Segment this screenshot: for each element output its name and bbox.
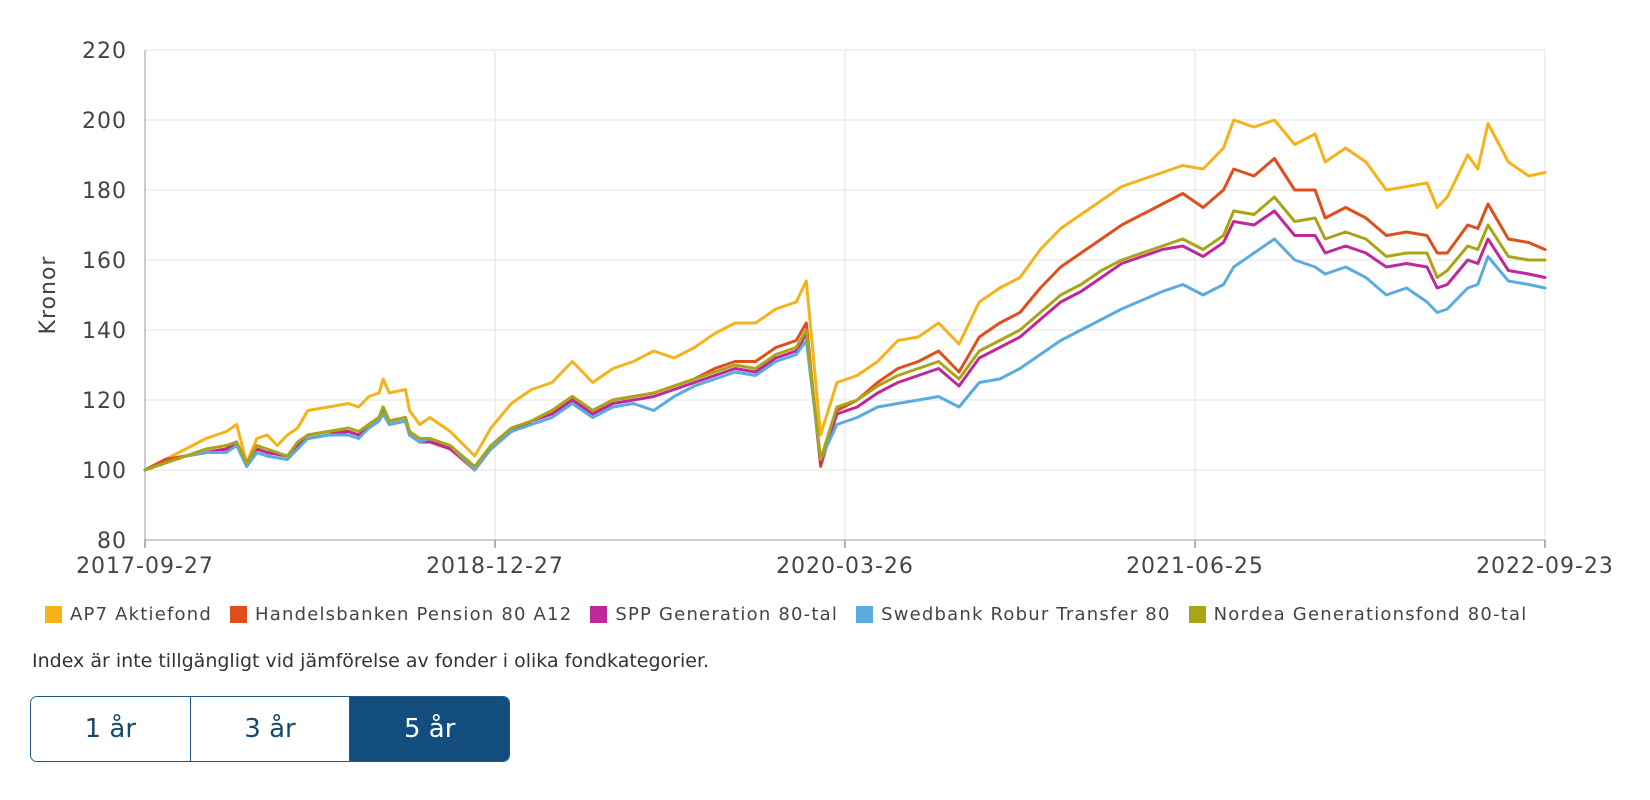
- legend-item-ap7[interactable]: AP7 Aktiefond: [45, 604, 212, 625]
- legend-label: Swedbank Robur Transfer 80: [881, 604, 1171, 625]
- series-line-4: [143, 195, 1547, 472]
- legend-swatch-ap7: [45, 606, 62, 623]
- y-tick-label: 140: [82, 319, 127, 344]
- y-tick-label: 200: [82, 109, 127, 134]
- y-tick-label: 120: [82, 389, 127, 414]
- legend-label: SPP Generation 80-tal: [615, 604, 839, 625]
- x-tick-label: 2017-09-27: [76, 554, 214, 579]
- y-tick-label: 160: [82, 249, 127, 274]
- chart-axes: 80 100 120 140 160 180 200 220 2017-09-27 2018-12…: [36, 39, 1614, 579]
- chart-legend: AP7 Aktiefond Handelsbanken Pension 80 A…: [45, 604, 1545, 625]
- y-tick-label: 180: [82, 179, 127, 204]
- x-tick-label: 2022-09-23: [1476, 554, 1614, 579]
- period-1-year-button[interactable]: 1 år: [31, 697, 191, 761]
- legend-swatch-spp: [590, 606, 608, 623]
- fund-performance-chart: 80 100 120 140 160 180 200 220 2017-09-27 2018-12…: [36, 39, 1614, 579]
- legend-item-spp[interactable]: SPP Generation 80-tal: [590, 604, 838, 625]
- y-tick-label: 100: [82, 459, 127, 484]
- legend-swatch-handelsbanken: [230, 606, 247, 623]
- period-5-year-button[interactable]: 5 år: [350, 697, 509, 761]
- x-tick-label: 2021-06-25: [1126, 554, 1264, 579]
- legend-swatch-nordea: [1188, 606, 1206, 623]
- legend-swatch-swedbank: [856, 606, 874, 623]
- legend-item-swedbank[interactable]: Swedbank Robur Transfer 80: [856, 604, 1171, 625]
- series-line-3: [143, 237, 1547, 472]
- x-tick-label: 2018-12-27: [426, 554, 564, 579]
- chart-grid: [144, 49, 1546, 541]
- y-tick-label: 80: [97, 529, 127, 554]
- period-3-year-button[interactable]: 3 år: [190, 697, 351, 761]
- chart-series: [143, 118, 1547, 472]
- y-tick-label: 220: [82, 39, 127, 64]
- series-line-2: [143, 209, 1547, 472]
- period-selector: 1 år 3 år 5 år: [30, 696, 510, 762]
- series-line-0: [143, 118, 1547, 472]
- legend-item-handelsbanken[interactable]: Handelsbanken Pension 80 A12: [230, 604, 572, 625]
- y-axis-label: Kronor: [36, 256, 61, 335]
- legend-label: Nordea Generationsfond 80-tal: [1213, 604, 1528, 625]
- legend-label: Handelsbanken Pension 80 A12: [255, 604, 573, 625]
- legend-label: AP7 Aktiefond: [70, 604, 212, 625]
- x-tick-label: 2020-03-26: [776, 554, 914, 579]
- legend-item-nordea[interactable]: Nordea Generationsfond 80-tal: [1188, 604, 1528, 625]
- index-note: Index är inte tillgängligt vid jämförels…: [32, 650, 710, 672]
